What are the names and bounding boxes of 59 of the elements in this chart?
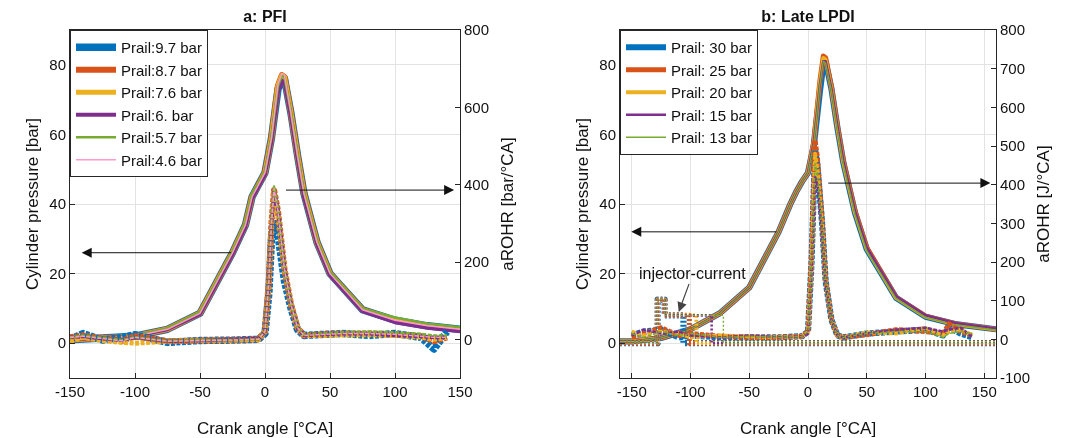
legend-label: Prail:9.7 bar	[121, 39, 202, 57]
y2-tick-label: 600	[464, 98, 490, 116]
y-tick-label: 40	[599, 195, 616, 213]
legend-label: Prail:7.6 bar	[121, 84, 202, 102]
y2-tick-label: 400	[1000, 175, 1026, 193]
y2-tick-label: 200	[1000, 253, 1026, 271]
chart-title: b: Late LPDI	[761, 8, 855, 26]
legend-label: Prail: 13 bar	[671, 129, 752, 147]
y2-tick-label: 700	[1000, 59, 1026, 77]
y2-tick-label: -100	[1000, 369, 1031, 387]
y2-tick-label: 100	[1000, 291, 1026, 309]
y2-axis-title: aROHR [bar/°CA]	[497, 137, 517, 271]
x-tick-label: -50	[738, 383, 761, 400]
x-tick-label: -150	[54, 383, 86, 400]
y-axis-title: Cylinder pressure [bar]	[22, 118, 42, 290]
x-tick-label: -100	[119, 383, 151, 400]
x-axis-title: Crank angle [°CA]	[196, 419, 334, 438]
x-axis-title: Crank angle [°CA]	[739, 419, 877, 438]
x-tick-label: 0	[260, 383, 270, 400]
y2-tick-label: 300	[1000, 214, 1026, 232]
y-tick-label: 60	[49, 125, 66, 143]
y2-tick-label: 600	[1000, 98, 1026, 116]
x-tick-label: 150	[447, 383, 473, 400]
y2-tick-label: 400	[464, 175, 490, 193]
y2-axis-title: aROHR [J/°CA]	[1033, 145, 1053, 263]
x-tick-label: 100	[382, 383, 408, 400]
chart-title: a: PFI	[243, 8, 287, 26]
y-tick-label: 80	[49, 56, 66, 74]
x-tick-label: -50	[189, 383, 211, 400]
legend-label: Prail:4.6 bar	[121, 151, 202, 169]
legend-label: Prail:6. bar	[121, 106, 194, 124]
y-tick-label: 80	[599, 56, 616, 74]
y2-tick-label: 0	[1000, 330, 1009, 348]
x-tick-label: 150	[971, 383, 997, 400]
y-tick-label: 0	[57, 334, 66, 352]
annotation: injector-current	[639, 265, 747, 282]
y-tick-label: 20	[49, 264, 66, 282]
y-tick-label: 0	[607, 334, 616, 352]
y2-tick-label: 800	[1000, 21, 1026, 39]
y-tick-label: 20	[599, 264, 616, 282]
x-tick-label: -150	[616, 383, 647, 400]
y2-tick-label: 500	[1000, 137, 1026, 155]
y-axis-title: Cylinder pressure [bar]	[572, 118, 592, 290]
legend-label: Prail: 15 bar	[671, 106, 752, 124]
y2-tick-label: 200	[464, 253, 490, 271]
y-tick-label: 40	[49, 195, 66, 213]
legend-label: Prail:5.7 bar	[121, 129, 202, 147]
x-tick-label: 50	[858, 383, 876, 400]
legend-label: Prail: 30 bar	[671, 39, 752, 57]
x-tick-label: 100	[912, 383, 939, 400]
legend-label: Prail: 20 bar	[671, 84, 752, 102]
y2-tick-label: 0	[464, 330, 473, 348]
x-tick-label: 0	[803, 383, 813, 400]
x-tick-label: -100	[675, 383, 706, 400]
legend-label: Prail: 25 bar	[671, 61, 752, 79]
y-tick-label: 60	[599, 125, 616, 143]
legend-label: Prail:8.7 bar	[121, 61, 202, 79]
y2-tick-label: 800	[464, 21, 490, 39]
x-tick-label: 50	[321, 383, 339, 400]
